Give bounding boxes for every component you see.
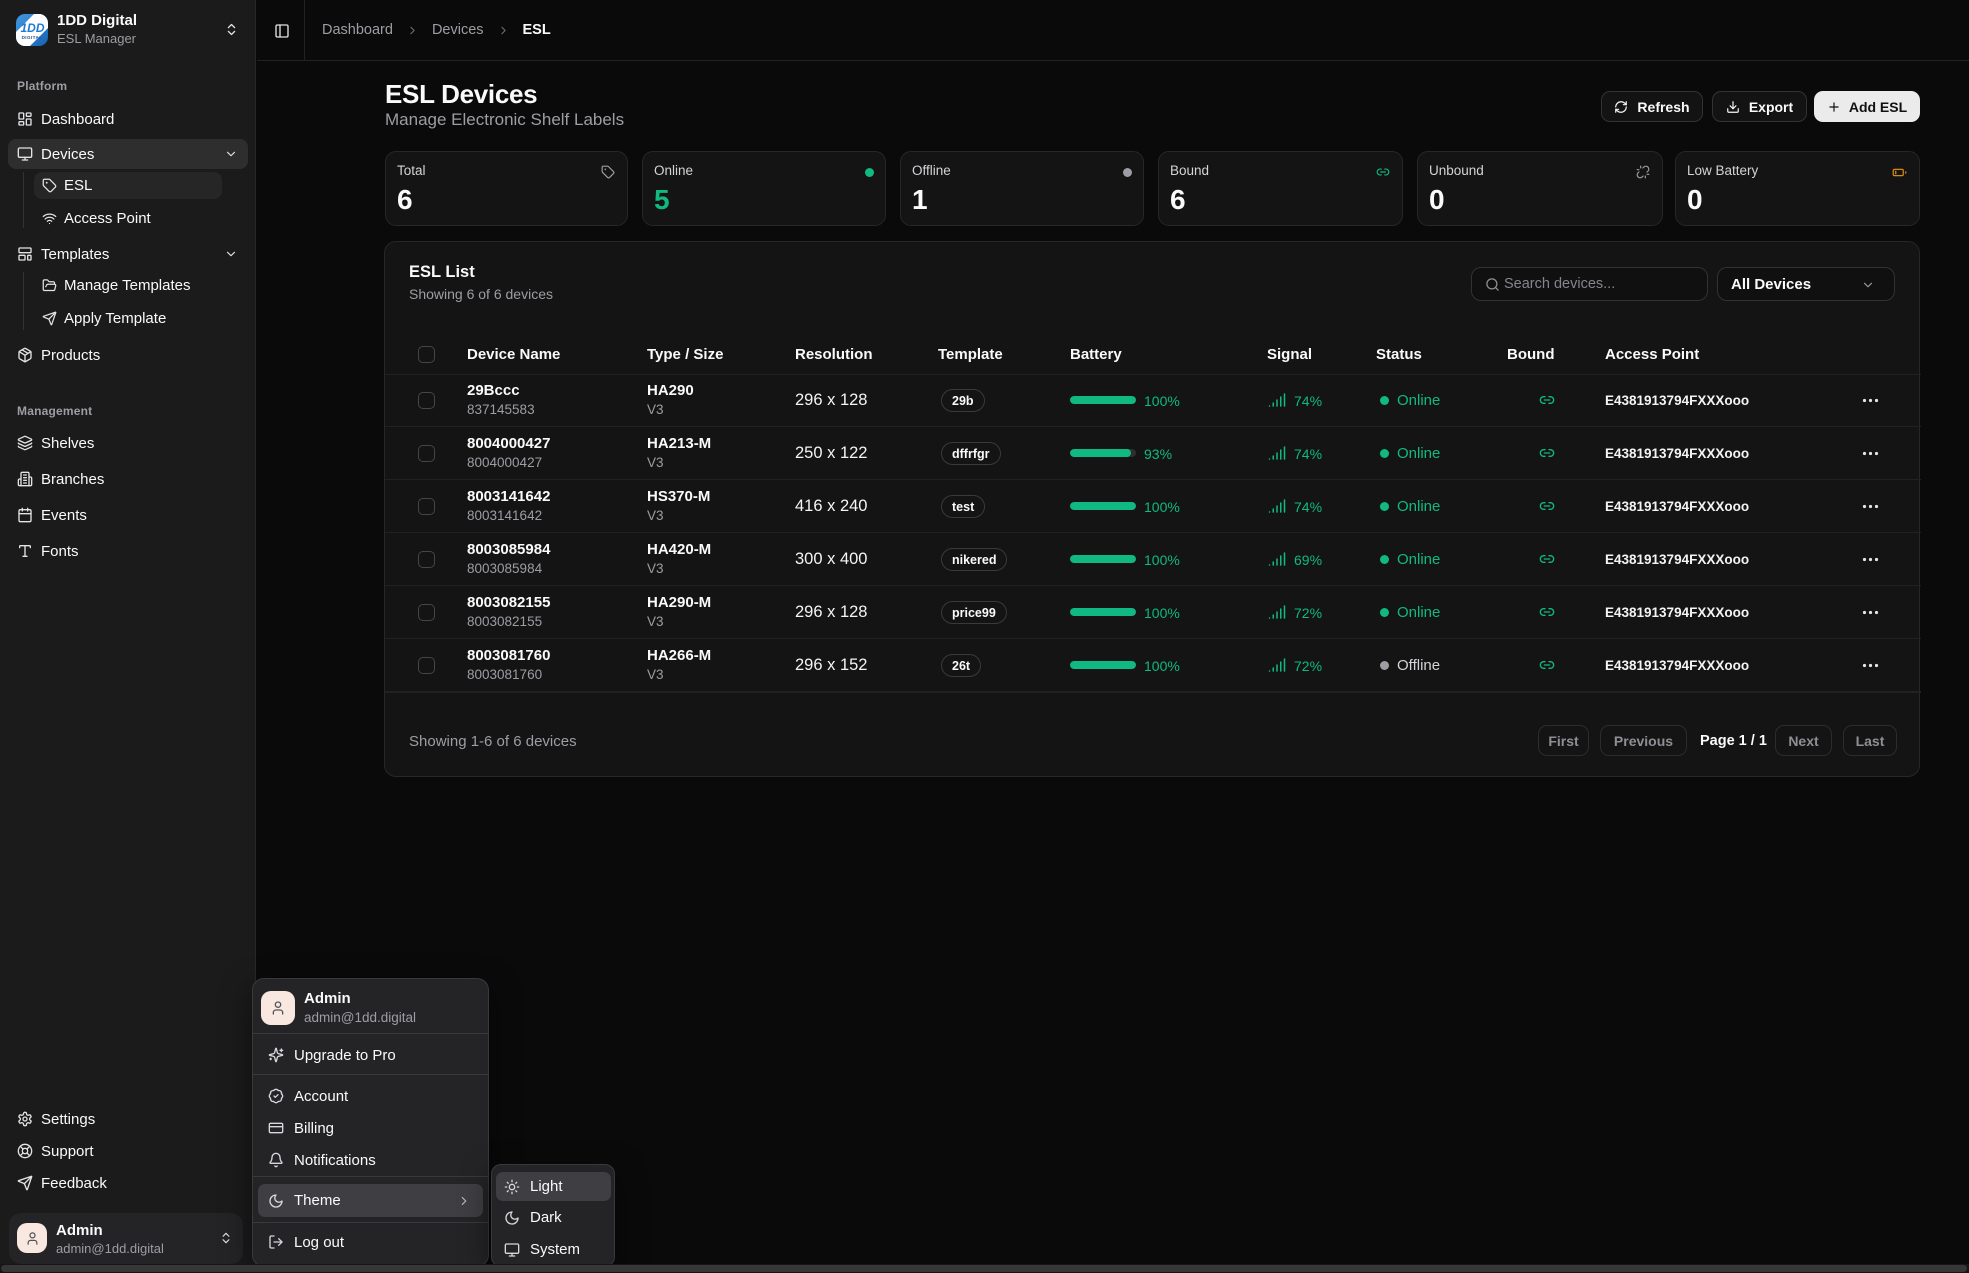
svg-text:1DD: 1DD xyxy=(20,21,44,35)
svg-text:DIGITAL: DIGITAL xyxy=(22,35,43,40)
